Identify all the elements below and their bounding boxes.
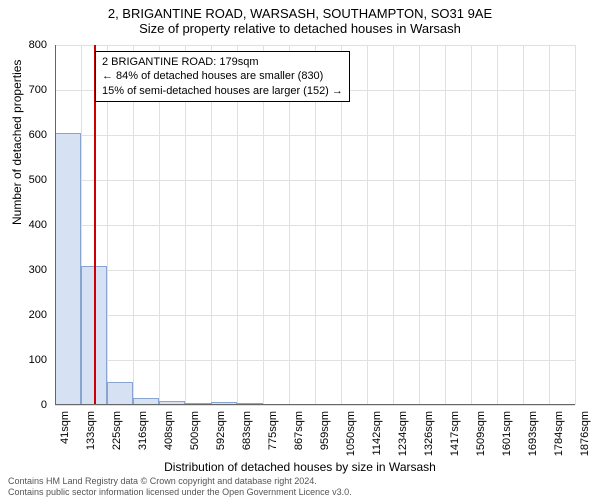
xtick-label: 1417sqm [449,411,461,456]
annotation-line1: 2 BRIGANTINE ROAD: 179sqm [102,55,343,69]
xtick-label: 500sqm [189,411,201,450]
ytick-label: 500 [7,174,47,186]
xtick-label: 133sqm [85,411,97,450]
gridline-v [575,45,576,405]
gridline-h [55,405,575,406]
ytick-label: 400 [7,219,47,231]
annotation-line3: 15% of semi-detached houses are larger (… [102,84,343,98]
gridline-v [367,45,368,405]
chart-title-main: 2, BRIGANTINE ROAD, WARSASH, SOUTHAMPTON… [0,0,600,21]
xtick-label: 683sqm [241,411,253,450]
ytick-label: 700 [7,84,47,96]
xtick-label: 316sqm [137,411,149,450]
ytick-label: 600 [7,129,47,141]
histogram-bar [107,382,133,405]
histogram-bar [55,133,81,405]
xtick-label: 1142sqm [371,411,383,455]
gridline-v [419,45,420,405]
footer-line1: Contains HM Land Registry data © Crown c… [8,476,352,487]
gridline-v [549,45,550,405]
gridline-v [445,45,446,405]
footer: Contains HM Land Registry data © Crown c… [8,476,352,498]
xtick-label: 867sqm [293,411,305,450]
ytick-label: 300 [7,264,47,276]
xtick-label: 225sqm [111,411,123,450]
xtick-label: 1234sqm [397,411,409,456]
ytick-label: 100 [7,354,47,366]
footer-line2: Contains public sector information licen… [8,487,352,498]
gridline-v [471,45,472,405]
gridline-v [523,45,524,405]
ytick-label: 200 [7,309,47,321]
ytick-label: 800 [7,39,47,51]
annotation-line2: ← 84% of detached houses are smaller (83… [102,69,343,83]
ytick-label: 0 [7,399,47,411]
xtick-label: 1601sqm [501,411,513,456]
xtick-label: 41sqm [59,411,71,444]
xtick-label: 959sqm [319,411,331,450]
xtick-label: 1876sqm [579,411,591,456]
x-axis-label: Distribution of detached houses by size … [0,460,600,474]
chart-title-sub: Size of property relative to detached ho… [0,21,600,36]
xtick-label: 408sqm [163,411,175,450]
xtick-label: 775sqm [267,411,279,450]
xtick-label: 1050sqm [345,411,357,456]
chart-container: 2, BRIGANTINE ROAD, WARSASH, SOUTHAMPTON… [0,0,600,500]
xtick-label: 1326sqm [423,411,435,456]
plot-area: 2 BRIGANTINE ROAD: 179sqm ← 84% of detac… [55,45,575,405]
gridline-v [497,45,498,405]
xtick-label: 1784sqm [553,411,565,456]
xtick-label: 1693sqm [527,411,539,456]
annotation-box: 2 BRIGANTINE ROAD: 179sqm ← 84% of detac… [95,51,350,102]
y-axis-line [55,45,56,405]
xtick-label: 592sqm [215,411,227,450]
xtick-label: 1509sqm [475,411,487,456]
gridline-v [393,45,394,405]
x-axis-line [55,404,575,405]
